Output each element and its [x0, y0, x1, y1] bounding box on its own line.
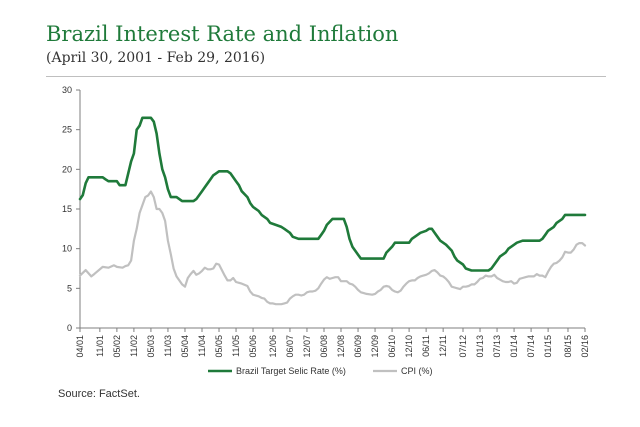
y-tick-label: 10 [62, 244, 72, 254]
title-divider [46, 76, 606, 77]
legend-item-cpi: CPI (%) [373, 366, 433, 376]
chart-title: Brazil Interest Rate and Inflation [46, 22, 399, 46]
x-tick-label: 05/05 [214, 335, 224, 358]
series-line-cpi [78, 190, 587, 306]
legend-item-selic-rate: Brazil Target Selic Rate (%) [208, 366, 346, 376]
x-tick-label: 05/06 [248, 335, 258, 358]
x-tick-label: 01/13 [475, 335, 485, 358]
x-tick-label: 11/01 [95, 335, 105, 357]
x-tick-label: 12/06 [268, 335, 278, 358]
legend-label: Brazil Target Selic Rate (%) [236, 366, 346, 376]
y-tick-label: 20 [62, 164, 72, 174]
legend: Brazil Target Selic Rate (%) CPI (%) [208, 366, 433, 376]
x-tick-label: 05/03 [146, 335, 156, 358]
x-tick-label: 12/10 [404, 335, 414, 358]
y-tick-label: 5 [67, 283, 72, 293]
x-tick-label: 12/08 [336, 335, 346, 358]
x-tick-label: 08/15 [563, 335, 573, 358]
y-tick-label: 25 [62, 125, 72, 135]
x-tick-label: 11/04 [197, 335, 207, 357]
x-tick-label: 12/09 [370, 335, 380, 358]
x-tick-label: 06/10 [387, 335, 397, 358]
x-tick-label: 06/08 [319, 335, 329, 358]
x-axis: 04/01 11/01 05/02 11/02 05/03 11/03 05/04 11/04… [75, 327, 590, 358]
x-tick-label: 07/13 [492, 335, 502, 358]
x-tick-label: 05/02 [112, 335, 122, 358]
x-tick-label: 02/16 [580, 335, 590, 358]
x-tick-label: 06/07 [285, 335, 295, 358]
x-tick-label: 11/05 [231, 335, 241, 357]
x-tick-label: 05/04 [180, 335, 190, 358]
x-tick-label: 06/09 [353, 335, 363, 358]
x-tick-label: 06/11 [421, 335, 431, 357]
legend-label: CPI (%) [401, 366, 433, 376]
source-note: Source: FactSet. [58, 388, 140, 400]
x-tick-label: 07/12 [458, 335, 468, 358]
x-tick-label: 07/14 [526, 335, 536, 358]
x-tick-label: 11/02 [129, 335, 139, 357]
x-tick-label: 11/03 [163, 335, 173, 357]
chart-subtitle: (April 30, 2001 - Feb 29, 2016) [46, 50, 266, 66]
y-tick-label: 15 [62, 204, 72, 214]
series-line-selic-rate [78, 116, 587, 272]
x-tick-label: 12/11 [438, 335, 448, 357]
y-tick-label: 30 [62, 85, 72, 95]
series-lines [78, 116, 587, 306]
x-tick-label: 01/14 [509, 335, 519, 358]
x-tick-label: 12/07 [302, 335, 312, 358]
x-tick-label: 01/15 [543, 335, 553, 358]
y-tick-label: 0 [67, 323, 72, 333]
x-tick-label: 04/01 [75, 335, 85, 358]
y-axis: 0 5 10 15 20 25 30 [62, 85, 81, 333]
